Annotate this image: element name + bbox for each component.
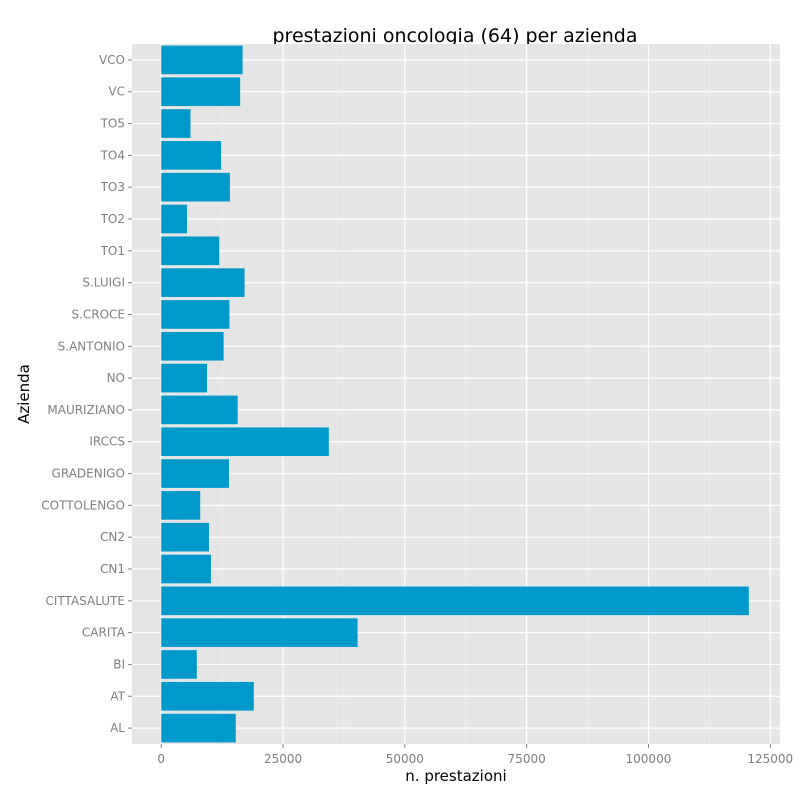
y-axis-title: Azienda: [15, 364, 33, 424]
y-tick-label: S.CROCE: [71, 307, 125, 321]
bar-s-croce: [161, 300, 230, 329]
x-axis: 0 25000 50000 75000 100000 125000: [157, 744, 793, 766]
y-tick-label: BI: [113, 657, 125, 671]
y-tick-label: GRADENIGO: [52, 467, 125, 481]
y-tick-label: AL: [110, 721, 125, 735]
x-tick-label: 0: [157, 752, 165, 766]
y-tick-label: TO2: [100, 212, 125, 226]
y-tick-label: S.LUIGI: [82, 276, 125, 290]
y-tick-label: COTTOLENGO: [41, 498, 125, 512]
bar-s-luigi: [161, 268, 245, 297]
bar-gradenigo: [161, 459, 229, 488]
y-tick-label: NO: [107, 371, 125, 385]
y-tick-label: TO4: [100, 148, 125, 162]
y-tick-label: CITTASALUTE: [46, 594, 125, 608]
bar-irccs: [161, 427, 329, 457]
bar-mauriziano: [161, 395, 238, 425]
x-tick-label: 125000: [747, 752, 793, 766]
x-tick-label: 75000: [508, 752, 546, 766]
bars: [161, 45, 749, 743]
bar-vc: [161, 77, 241, 107]
y-tick-label: AT: [110, 689, 125, 703]
bar-to1: [161, 236, 220, 266]
y-tick-label: CARITA: [82, 626, 126, 640]
y-tick-label: S.ANTONIO: [58, 339, 125, 353]
bar-at: [161, 681, 254, 711]
y-tick-label: VCO: [99, 53, 125, 67]
bar-no: [161, 363, 208, 393]
y-tick-label: CN2: [100, 530, 125, 544]
grid-lines: [132, 44, 780, 744]
bar-carita: [161, 618, 358, 647]
y-tick-label: IRCCS: [89, 435, 125, 449]
y-tick-label: TO1: [100, 244, 125, 258]
bar-cittasalute: [161, 586, 749, 616]
y-tick-label: VC: [108, 85, 125, 99]
chart-title: prestazioni oncologia (64) per azienda: [272, 25, 637, 47]
x-axis-title: n. prestazioni: [405, 767, 506, 785]
y-tick-label: TO5: [100, 117, 125, 131]
bar-to5: [161, 109, 191, 138]
bar-bi: [161, 650, 197, 679]
bar-cottolengo: [161, 491, 201, 520]
y-tick-label: MAURIZIANO: [47, 403, 125, 417]
x-tick-label: 100000: [626, 752, 672, 766]
bar-al: [161, 713, 236, 743]
bar-to4: [161, 141, 222, 170]
bar-to2: [161, 204, 188, 234]
bar-vco: [161, 45, 243, 75]
y-axis: AL AT BI CARITA CITTASALUTE CN1 CN2 COTTOLENGO G…: [41, 53, 132, 735]
y-tick-label: CN1: [100, 562, 125, 576]
bar-cn1: [161, 554, 211, 584]
bar-to3: [161, 172, 230, 202]
bar-s-antonio: [161, 331, 224, 361]
x-tick-label: 50000: [386, 752, 424, 766]
x-tick-label: 25000: [264, 752, 302, 766]
bar-cn2: [161, 522, 209, 552]
y-tick-label: TO3: [100, 180, 125, 194]
